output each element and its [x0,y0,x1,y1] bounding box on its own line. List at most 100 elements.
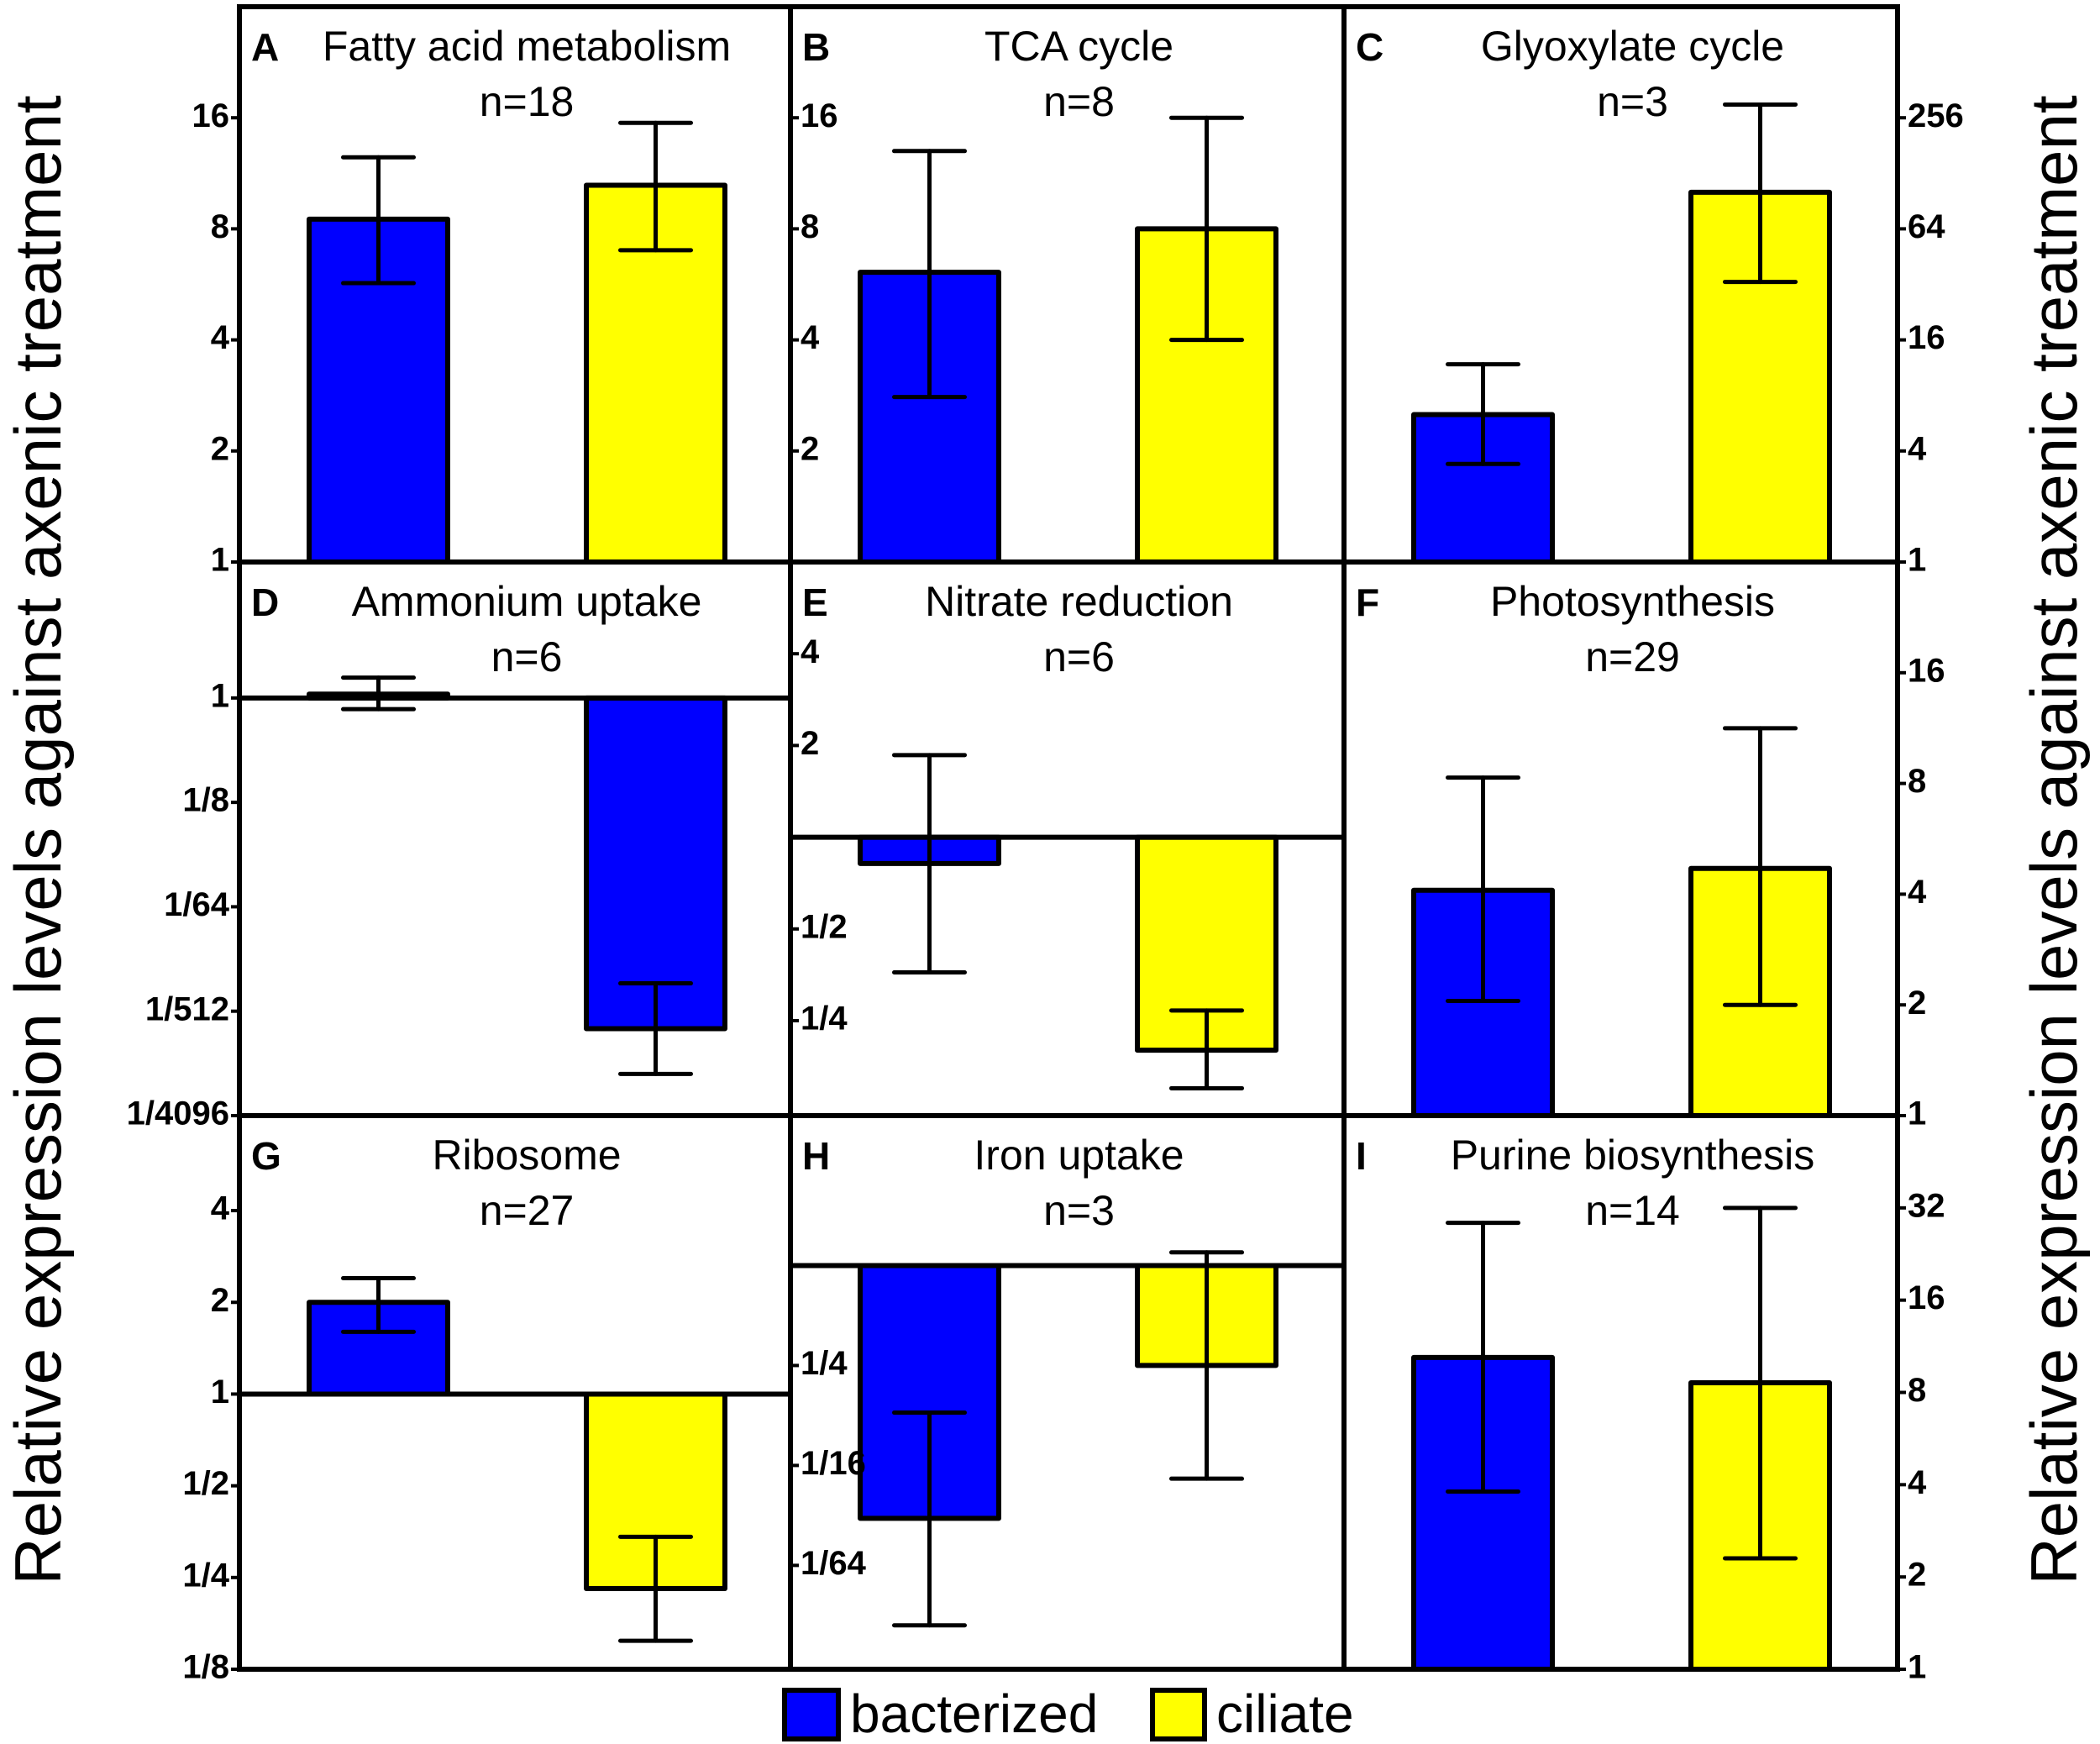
error-bar-ciliate [1169,115,1244,343]
panel-n-count: n=6 [1043,633,1115,680]
tick-label: 1/2 [182,1465,229,1502]
tick-label: 1/8 [182,782,229,819]
tick-label: 2 [801,725,819,762]
error-bar-bacterized [892,149,967,400]
tick-label: 8 [801,208,819,245]
error-bar-bacterized [341,155,416,286]
panel-title: Glyoxylate cycle [1481,23,1784,70]
tick-label: 1 [1908,1095,1926,1132]
panel-n-count: n=27 [480,1187,575,1234]
tick-label: 4 [1908,874,1927,911]
panel-letter: B [802,25,830,69]
panel-n-count: n=18 [480,78,575,125]
tick-label: 1/4 [801,1345,848,1382]
tick-label: 4 [801,319,820,356]
panel-letter: A [251,25,279,69]
error-bar-ciliate [618,1534,693,1643]
panel-letter: G [251,1134,281,1178]
panel-title: Ribosome [432,1132,621,1179]
panel-h: 1/64 1/16 1/4 H Iron uptake n=3 [788,1113,1347,1672]
tick-label: 1 [1908,542,1926,579]
legend-swatch-bacterized [782,1688,841,1741]
panel-c: 1 4 16 64 256 C Glyoxylate cycle n=3 [1341,4,1964,579]
tick-label: 2 [211,1282,229,1319]
error-bar-bacterized [341,1276,416,1334]
tick-label: 1 [211,542,229,579]
panel-n-count: n=29 [1585,633,1680,680]
panel-title: Nitrate reduction [925,578,1233,625]
panel-f: 1 2 4 8 16 F Photosynthesis n=29 [1341,559,1945,1132]
tick-label: 4 [1908,1464,1927,1501]
y-axis-title-left: Relative expression levels against axeni… [1,95,75,1585]
tick-label: 2 [801,430,819,467]
tick-label: 256 [1908,97,1964,134]
panel-title: Photosynthesis [1490,578,1775,625]
panel-title: Iron uptake [974,1132,1184,1179]
tick-label: 4 [1908,430,1927,467]
error-bar-bacterized [892,1410,967,1628]
error-bar-ciliate [1723,726,1798,1007]
tick-label: 8 [211,208,229,245]
tick-label: 8 [1908,1372,1926,1409]
bar-ciliate [584,695,727,1032]
panel-n-count: n=14 [1585,1187,1680,1234]
legend-label-ciliate: ciliate [1216,1684,1354,1744]
y-axis-title-right: Relative expression levels against axeni… [2017,95,2091,1585]
tick-label: 1/8 [182,1649,229,1686]
error-bar-ciliate [1723,1206,1798,1561]
legend-label-bacterized: bacterized [850,1684,1098,1744]
panel-d: 1/4096 1/512 1/64 1/8 1 D Ammonium uptake n=6 [127,559,793,1132]
panel-title: Purine biosynthesis [1451,1132,1815,1179]
error-bar-bacterized [892,753,967,975]
tick-label: 16 [801,97,838,134]
tick-label: 1/64 [801,1545,867,1582]
error-bar-ciliate [1169,1008,1244,1090]
tick-label: 32 [1908,1187,1945,1224]
error-bar-bacterized [341,675,416,712]
panel-n-count: n=3 [1043,1187,1115,1234]
panel-letter: F [1356,580,1379,624]
tick-label: 16 [1908,319,1945,356]
tick-label: 1/16 [801,1445,866,1482]
tick-label: 4 [211,319,230,356]
panel-i: 1 2 4 8 16 32 I Purine biosynthesis n=14 [1341,1113,1945,1686]
panel-e: 1/4 1/2 2 4 E Nitrate reduction n=6 [788,559,1347,1118]
panel-letter: E [802,580,828,624]
tick-label: 8 [1908,763,1926,800]
panel-title: Fatty acid metabolism [323,23,731,70]
legend: bacterized ciliate [782,1684,1354,1744]
tick-label: 1/64 [164,886,230,923]
tick-label: 4 [801,633,820,670]
tick-label: 1/4 [801,1001,848,1037]
panel-letter: C [1356,25,1383,69]
panel-n-count: n=3 [1597,78,1668,125]
panel-g: 1/8 1/4 1/2 1 2 4G Ribosome n=27 [182,1113,793,1686]
tick-label: 16 [1908,652,1945,689]
tick-label: 2 [211,430,229,467]
panel-title: TCA cycle [984,23,1173,70]
panel-n-count: n=8 [1043,78,1115,125]
tick-label: 4 [211,1190,230,1227]
panels: 1 2 4 8 16 A Fatty acid metabolism n=18 2 4 8 16 B TC… [127,4,1964,1686]
error-bar-bacterized [1446,362,1520,466]
tick-label: 2 [1908,1557,1926,1594]
error-bar-ciliate [618,120,693,253]
tick-label: 1 [211,677,229,714]
panel-letter: D [251,580,279,624]
error-bar-ciliate [618,981,693,1076]
tick-label: 1/512 [145,990,229,1027]
tick-label: 1/4096 [127,1095,229,1132]
panel-a: 1 2 4 8 16 A Fatty acid metabolism n=18 [192,4,793,579]
tick-label: 2 [1908,985,1926,1022]
error-bar-bacterized [1446,775,1520,1004]
tick-label: 16 [192,97,230,134]
tick-label: 1 [211,1374,229,1410]
panel-n-count: n=6 [491,633,563,680]
error-bar-ciliate [1169,1250,1244,1481]
panel-letter: I [1356,1134,1367,1178]
tick-label: 1 [1908,1649,1926,1686]
error-bar-ciliate [1723,102,1798,285]
tick-label: 1/2 [801,908,848,945]
panel-letter: H [802,1134,830,1178]
